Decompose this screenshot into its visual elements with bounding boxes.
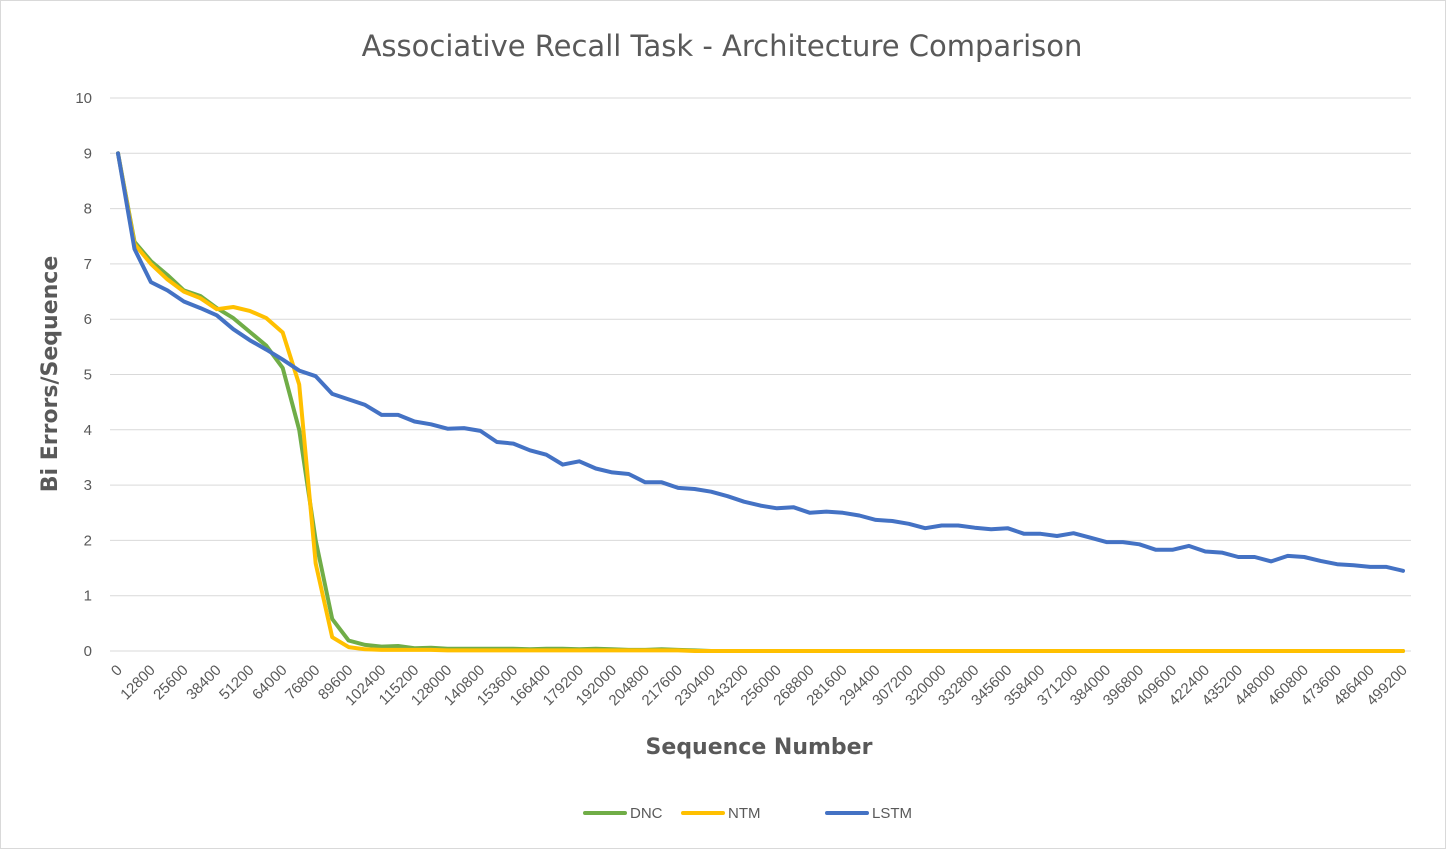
legend-item-lstm: LSTM [825, 805, 912, 822]
legend-label: LSTM [872, 805, 912, 822]
y-tick-label: 4 [84, 422, 92, 439]
x-axis-title: Sequence Number [646, 735, 873, 760]
x-tick-label: 25600 [150, 662, 192, 704]
y-tick-label: 0 [84, 643, 92, 660]
x-tick-label: 12800 [117, 662, 159, 704]
chart-title: Associative Recall Task - Architecture C… [362, 29, 1083, 63]
legend-item-ntm: NTM [681, 805, 761, 822]
legend-label: NTM [728, 805, 761, 822]
y-tick-label: 3 [84, 477, 92, 494]
x-tick-label: 64000 [249, 662, 291, 704]
x-tick-label: 0 [108, 662, 126, 680]
x-tick-label: 51200 [216, 662, 258, 704]
series-lines [116, 151, 1405, 653]
y-tick-label: 5 [84, 367, 92, 384]
legend-label: DNC [630, 805, 663, 822]
y-tick-label: 2 [84, 532, 92, 549]
series-line-lstm [116, 151, 1405, 573]
legend: DNC NTM LSTM [583, 805, 912, 822]
x-tick-label: 38400 [183, 662, 225, 704]
y-tick-label: 9 [84, 145, 92, 162]
y-tick-label: 10 [75, 90, 92, 107]
x-tick-label: 76800 [282, 662, 324, 704]
x-axis-ticks: 0128002560038400512006400076800896001024… [108, 662, 1411, 709]
legend-item-dnc: DNC [583, 805, 663, 822]
y-tick-label: 7 [84, 256, 92, 273]
series-line-dnc [116, 151, 1405, 653]
y-axis-title: Bi Errors/Sequence [38, 256, 63, 493]
y-tick-label: 8 [84, 201, 92, 218]
series-line-ntm [116, 151, 1405, 653]
y-tick-label: 1 [84, 588, 92, 605]
y-axis-ticks: 0 1 2 3 4 5 6 7 8 9 10 [75, 90, 92, 660]
y-tick-label: 6 [84, 311, 92, 328]
